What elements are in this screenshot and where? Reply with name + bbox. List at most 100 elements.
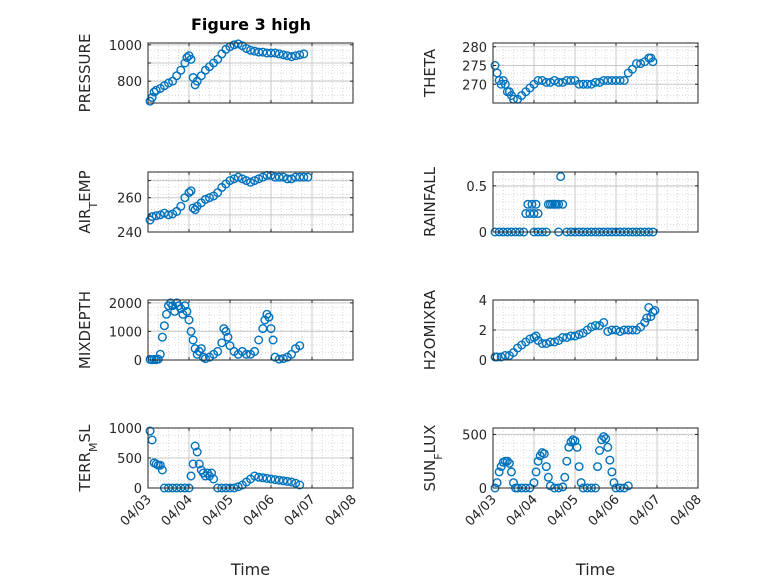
data-point (287, 349, 297, 359)
data-point (223, 332, 233, 342)
y-axis-label: PRESSURE (76, 34, 94, 113)
y-tick-label: 1000 (109, 325, 142, 340)
y-tick-label: 800 (117, 75, 142, 90)
data-point (636, 59, 646, 69)
data-point (527, 199, 537, 209)
y-tick-label: 4 (479, 294, 487, 309)
data-point (502, 456, 512, 466)
data-point (250, 176, 260, 186)
data-point (186, 471, 196, 481)
axes-box (147, 171, 354, 233)
data-point (180, 301, 190, 311)
data-point (615, 327, 625, 337)
data-point (607, 325, 617, 335)
data-point (182, 53, 192, 63)
data-point (295, 50, 305, 60)
data-point (274, 172, 284, 182)
x-tick-label: 04/08 (323, 492, 360, 529)
data-point (303, 172, 313, 182)
subplot-1: 800 1000 PRESSURE (76, 34, 354, 113)
data-point (200, 354, 210, 364)
x-tick-label: 04/07 (282, 492, 319, 529)
data-point (650, 306, 660, 316)
data-point (245, 177, 255, 187)
x-tick-label: 04/05 (200, 492, 237, 529)
grid (492, 42, 699, 104)
y-tick-label: 240 (117, 226, 142, 241)
data-point (159, 321, 169, 331)
data-point (586, 79, 596, 89)
data-point (268, 335, 278, 345)
y-tick-label: 0.5 (466, 180, 487, 195)
axes-box (492, 171, 699, 233)
data-point (648, 57, 658, 67)
subplot-3: 240 260 AIRTEMP (76, 170, 354, 241)
series-points (490, 303, 660, 362)
data-point (207, 468, 217, 478)
data-point (550, 337, 560, 347)
data-point (155, 349, 165, 359)
data-point (182, 306, 192, 316)
data-point (533, 75, 543, 85)
data-point (558, 482, 568, 492)
series-points (145, 39, 309, 106)
data-point (157, 332, 167, 342)
data-point (250, 471, 260, 481)
subplot-5: 0 1000 2000 MIXDEPTH (76, 291, 354, 369)
data-point (609, 478, 619, 488)
data-point (595, 77, 605, 87)
data-point (184, 315, 194, 325)
data-point (640, 318, 650, 328)
data-point (533, 209, 543, 219)
data-point (282, 476, 292, 486)
data-point (204, 193, 214, 203)
series-points (490, 53, 658, 104)
data-point (287, 174, 297, 184)
data-point (632, 59, 642, 69)
data-point (163, 210, 173, 220)
data-point (539, 449, 549, 459)
x-tick-label: 04/06 (241, 492, 278, 529)
data-point (543, 472, 553, 482)
data-point (593, 462, 603, 472)
data-point (591, 77, 601, 87)
data-point (213, 346, 223, 356)
data-point (603, 442, 613, 452)
data-point (198, 352, 208, 362)
data-point (155, 460, 165, 470)
data-point (545, 337, 555, 347)
y-tick-label: 500 (117, 452, 142, 467)
data-point (258, 172, 268, 182)
data-point (254, 174, 264, 184)
data-point (599, 432, 609, 442)
data-point (496, 352, 506, 362)
data-point (217, 338, 227, 348)
subplot-7: 0 500 1000 04/03 04/04 04/05 04/06 04/07 04/08 TE… (76, 422, 360, 579)
y-tick-label: 270 (462, 78, 487, 93)
axes-box (147, 42, 354, 104)
x-tick-label: 04/05 (545, 492, 582, 529)
data-point (299, 172, 309, 182)
data-point (176, 65, 186, 75)
y-tick-label: 1000 (109, 39, 142, 54)
data-point (541, 462, 551, 472)
data-point (619, 75, 629, 85)
data-point (161, 309, 171, 319)
x-tick-label: 04/07 (627, 492, 664, 529)
grid (492, 427, 699, 489)
data-point (221, 326, 231, 336)
figure-title: Figure 3 high (191, 15, 311, 34)
data-point (500, 351, 510, 361)
data-point (163, 78, 173, 88)
subplot-4: 0 0.5 RAINFALL (421, 166, 699, 241)
subplot-6: 0 2 4 H2OMIXRA (421, 289, 699, 370)
data-point (494, 467, 504, 477)
subplot-8: 0 500 04/03 04/04 04/05 04/06 04/07 04/08 SUNFLU… (421, 425, 705, 579)
data-point (560, 472, 570, 482)
y-tick-label: 0 (134, 482, 142, 497)
data-point (291, 51, 301, 61)
data-point (299, 49, 309, 59)
data-point (541, 339, 551, 349)
data-point (266, 324, 276, 334)
